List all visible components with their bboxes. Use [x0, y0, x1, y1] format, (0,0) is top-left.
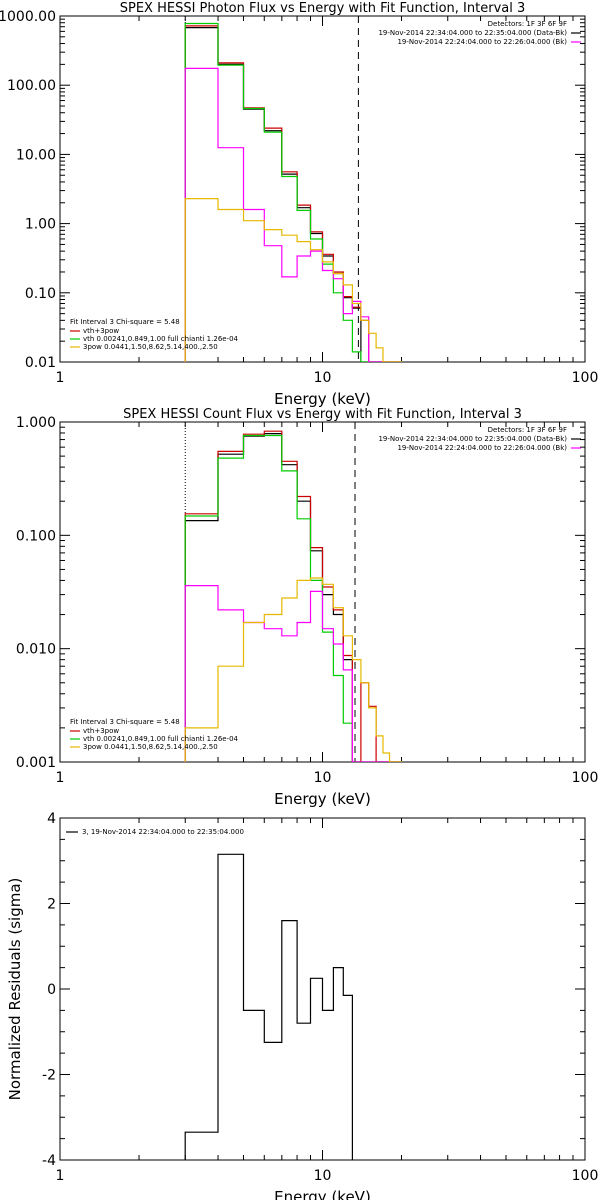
x-tick-label: 1	[56, 370, 65, 386]
series-step-line-2	[184, 434, 403, 762]
y-tick-label: -4	[42, 1153, 56, 1169]
x-axis-label: Energy (keV)	[274, 1188, 371, 1200]
y-tick-label: 0.100	[16, 528, 56, 544]
y-tick-label: -2	[42, 1068, 56, 1084]
series-step-line-4	[184, 198, 403, 362]
y-tick-label: 1.000	[16, 415, 56, 431]
x-tick-label: 1	[56, 770, 65, 786]
y-tick-label: 2	[47, 897, 56, 913]
chart-panel-resid: 1 10 100 Energy (keV) 4 2 0 -2 -4 Normalized Resi…	[6, 811, 598, 1200]
chart-title: SPEX HESSI Count Flux vs Energy with Fit…	[123, 407, 522, 422]
legend-title: Fit Interval 3 Chi-square = 5.48	[70, 718, 180, 726]
legend-label: 3, 19-Nov-2014 22:34:04.000 to 22:35:04.…	[82, 828, 244, 836]
y-tick-label: 1.00	[25, 217, 56, 233]
info-line: 19-Nov-2014 22:24:04.000 to 22:26:04.000…	[397, 38, 567, 46]
y-tick-label: 0.001	[16, 755, 56, 771]
legend-label: vth 0.00241,0.849,1.00 full chianti 1.26…	[83, 735, 239, 743]
series-step-line-3	[184, 585, 403, 762]
info-line: 19-Nov-2014 22:24:04.000 to 22:26:04.000…	[397, 444, 567, 452]
legend-label: 3pow 0.0441,1.50,8.62,5.14,400.,2.50	[83, 743, 218, 751]
chart-panel-count: 1 10 100 Energy (keV) 1.000 0.100 0.010 0.001 SP…	[16, 407, 598, 808]
legend-title: Fit Interval 3 Chi-square = 5.48	[70, 318, 180, 326]
y-tick-label: 10.00	[16, 147, 56, 163]
y-tick-label: 100.00	[7, 78, 56, 94]
axis-frame	[59, 15, 586, 363]
series-step-line-4	[184, 577, 403, 762]
series-group	[184, 853, 353, 1160]
x-tick-label: 100	[572, 1168, 599, 1184]
legend-label: vth+3pow	[83, 727, 119, 735]
chart-panel-photon: 1 10 100 Energy (keV) 1000.00 100.00 10.00 1.00…	[0, 1, 598, 408]
x-tick-label: 1	[56, 1168, 65, 1184]
y-tick-label: 1000.00	[0, 9, 56, 25]
x-tick-label: 100	[572, 370, 599, 386]
y-tick-label: 0	[47, 982, 56, 998]
x-axis-label: Energy (keV)	[274, 390, 371, 408]
info-line: 19-Nov-2014 22:34:04.000 to 22:35:04.000…	[378, 435, 567, 443]
series-step-line-3	[184, 67, 403, 362]
x-tick-label: 10	[314, 770, 332, 786]
x-tick-label: 10	[314, 1168, 332, 1184]
info-line: Detectors: 1F 3F 6F 9F	[488, 20, 567, 28]
info-line: 19-Nov-2014 22:34:04.000 to 22:35:04.000…	[378, 29, 567, 37]
legend-label: 3pow 0.0441,1.50,8.62,5.14,400.,2.50	[83, 343, 218, 351]
legend-label: vth 0.00241,0.849,1.00 full chianti 1.26…	[83, 335, 239, 343]
y-axis-label: Normalized Residuals (sigma)	[6, 878, 24, 1101]
y-tick-label: 0.01	[25, 355, 56, 371]
chart-title: SPEX HESSI Photon Flux vs Energy with Fi…	[120, 1, 526, 16]
x-tick-label: 100	[572, 770, 599, 786]
x-tick-label: 10	[314, 370, 332, 386]
series-step-line-0	[184, 853, 353, 1160]
legend-label: vth+3pow	[83, 327, 119, 335]
info-line: Detectors: 1F 3F 6F 9F	[488, 426, 567, 434]
x-axis-label: Energy (keV)	[274, 790, 371, 808]
series-group	[184, 22, 403, 362]
y-tick-label: 0.10	[25, 286, 56, 302]
y-tick-label: 4	[47, 811, 56, 827]
series-group	[184, 430, 403, 762]
y-tick-label: 0.010	[16, 642, 56, 658]
